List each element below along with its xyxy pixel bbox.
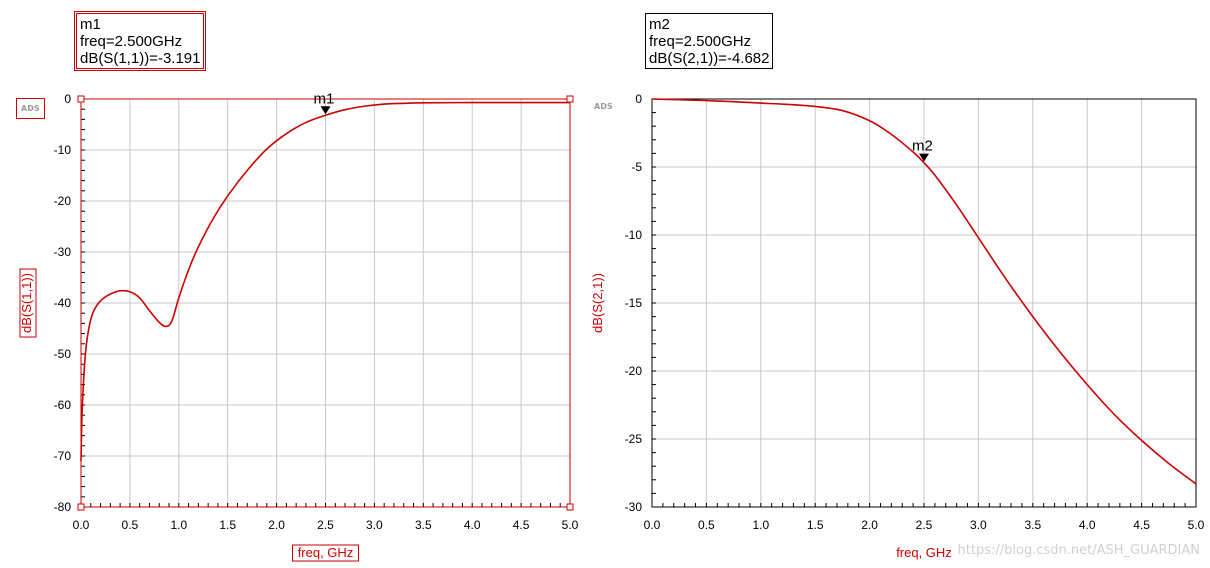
- s11-x-tick-label: 2.0: [268, 518, 285, 532]
- s21-x-tick-label: 4.5: [1133, 518, 1150, 532]
- s21-y-tick-label: -5: [631, 160, 642, 174]
- s11-x-tick-label: 2.5: [317, 518, 334, 532]
- s21-x-tick-label: 1.5: [807, 518, 824, 532]
- marker-m1-name: m1: [80, 16, 101, 33]
- s21-y-axis-label: dB(S(2,1)): [590, 273, 605, 333]
- s21-x-tick-label: 5.0: [1188, 518, 1205, 532]
- s21-series-line: [651, 98, 1197, 485]
- s11-x-tick-label: 0.0: [73, 518, 90, 532]
- chart-s21[interactable]: 0.0 0.5 1.0 1.5 2.0 2.5 3.0 3.5 4.0 4.5 5.0 0 -5 -10 -…: [590, 92, 1205, 560]
- s11-marker-triangle: [320, 106, 331, 115]
- s21-marker-label: m2: [912, 138, 933, 155]
- s11-x-tick-label: 1.0: [170, 518, 187, 532]
- marker-m2-name: m2: [649, 16, 670, 33]
- s11-selection-handle: [566, 95, 574, 103]
- s21-x-tick-label: 1.0: [752, 518, 769, 532]
- s11-y-tick-label: -80: [54, 500, 72, 514]
- s11-y-tick-label: -70: [54, 449, 72, 463]
- marker-m1-readout[interactable]: m1 freq=2.500GHz dB(S(1,1))=-3.191: [73, 11, 207, 71]
- s11-x-tick-label: 5.0: [562, 518, 579, 532]
- chart-s11[interactable]: 0.0 0.5 1.0 1.5 2.0 2.5 3.0 3.5 4.0 4.5 5.0 0 -10 -20…: [19, 90, 579, 562]
- s11-x-tick-label: 0.5: [122, 518, 139, 532]
- s11-x-axis-label-box: [292, 544, 359, 562]
- ads-badge-left[interactable]: ADS: [16, 98, 45, 119]
- s11-selection-handle: [77, 503, 85, 511]
- s11-plot-frame: [80, 98, 571, 508]
- s21-y-tick-label: -10: [625, 228, 643, 242]
- s11-x-tick-label: 3.0: [366, 518, 383, 532]
- s11-x-tick-label: 4.5: [513, 518, 530, 532]
- s11-y-tick-label: -10: [54, 143, 72, 157]
- s21-y-tick-label: -30: [625, 500, 643, 514]
- s21-x-tick-label: 2.5: [916, 518, 933, 532]
- s21-x-tick-label: 4.0: [1079, 518, 1096, 532]
- s11-y-tick-label: -30: [54, 245, 72, 259]
- s21-x-axis-label: freq, GHz: [896, 545, 952, 560]
- s21-x-tick-label: 2.0: [861, 518, 878, 532]
- s21-y-tick-label: -15: [625, 296, 643, 310]
- ads-badge-right[interactable]: ADS: [594, 102, 613, 111]
- s11-x-tick-label: 4.0: [464, 518, 481, 532]
- s21-plot-frame: [651, 98, 1197, 508]
- marker-m2-freq: freq=2.500GHz: [649, 33, 752, 50]
- s11-x-axis-label: freq, GHz: [298, 545, 354, 560]
- marker-m2-value: dB(S(2,1))=-4.682: [649, 50, 770, 67]
- s11-x-tick-label: 1.5: [219, 518, 236, 532]
- s21-y-tick-label: -25: [625, 432, 643, 446]
- s21-x-tick-label: 0.0: [644, 518, 661, 532]
- s11-y-axis-label: dB(S(1,1)): [19, 273, 34, 333]
- s21-x-tick-label: 3.0: [970, 518, 987, 532]
- marker-m1-freq: freq=2.500GHz: [80, 33, 183, 50]
- s11-selection-handle: [77, 95, 85, 103]
- s11-y-tick-label: -50: [54, 347, 72, 361]
- s11-series-line: [80, 101, 570, 462]
- s11-x-tick-label: 3.5: [415, 518, 432, 532]
- s11-y-tick-label: -20: [54, 194, 72, 208]
- s11-y-tick-label: 0: [64, 92, 71, 106]
- s21-y-tick-label: 0: [635, 92, 642, 106]
- s21-x-tick-label: 0.5: [698, 518, 715, 532]
- s21-y-tick-label: -20: [625, 364, 643, 378]
- s11-y-tick-label: -60: [54, 398, 72, 412]
- s11-marker-label: m1: [314, 90, 335, 107]
- marker-m2-readout[interactable]: m2 freq=2.500GHz dB(S(2,1))=-4.682: [645, 13, 774, 69]
- s21-marker-triangle: [919, 153, 929, 162]
- marker-m1-value: dB(S(1,1))=-3.191: [80, 50, 201, 67]
- s21-x-tick-label: 3.5: [1024, 518, 1041, 532]
- s11-selection-handle: [566, 503, 574, 511]
- watermark-text: https://blog.csdn.net/ASH_GUARDIAN: [957, 543, 1200, 558]
- s11-y-axis-label-box: [19, 268, 37, 338]
- s11-y-tick-label: -40: [54, 296, 72, 310]
